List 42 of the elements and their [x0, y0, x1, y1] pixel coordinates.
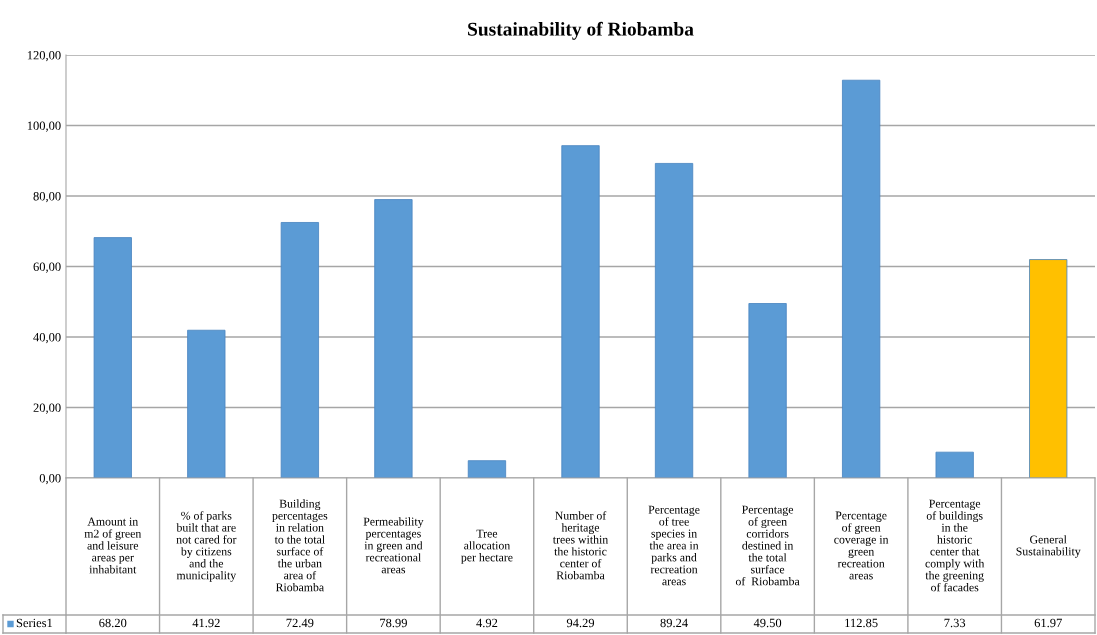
data-label: 89.24 [660, 618, 688, 628]
x-tick-label: Percentage of tree species in the area in parks and recreation areas [648, 505, 700, 586]
x-tick-label: Percentage of green coverage in green recreation areas [834, 511, 889, 580]
data-label: 41.92 [192, 618, 220, 628]
bar [1029, 259, 1068, 478]
bar [654, 163, 694, 478]
data-label: 94.29 [566, 618, 595, 628]
data-label: 49.50 [753, 618, 782, 628]
x-tick-label: Building percentages in relation to the total surface of the urban area of Riobamba [272, 499, 328, 592]
data-label: 68.20 [99, 618, 127, 628]
x-tick-label: Amount in m2 of green and leisure areas per inhabitant [84, 517, 142, 574]
bar [935, 451, 974, 478]
y-tick-label: 0,00 [39, 474, 61, 485]
data-label: 72.49 [286, 618, 314, 628]
legend-label: Series1 [16, 618, 53, 628]
y-tick-label: 120,00 [27, 51, 61, 62]
x-tick-label: General Sustainability [1016, 535, 1081, 558]
y-tick-label: 20,00 [33, 403, 61, 414]
y-tick-label: 60,00 [33, 262, 61, 273]
data-label: 78.99 [380, 618, 407, 628]
bar [561, 145, 600, 478]
x-tick-label: Percentage of buildings in the historic center that comply with the greening of facades [925, 499, 985, 592]
data-label: 61.97 [1034, 618, 1062, 628]
chart-title: Sustainability of Riobamba [468, 21, 694, 40]
data-label: 4.92 [476, 618, 498, 628]
x-tick-label: Number of heritage trees within the historic center of Riobamba [552, 511, 609, 580]
y-tick-label: 80,00 [33, 192, 61, 203]
data-label: 7.33 [944, 618, 966, 628]
x-tick-label: Permeability percentages in green and recreational areas [363, 517, 424, 574]
x-tick-label: Tree allocation per hectare [461, 529, 513, 564]
x-tick-label: % of parks built that are not cared for by citizens and the municipality [176, 511, 237, 582]
bar [842, 79, 881, 478]
y-tick-label: 40,00 [33, 333, 61, 344]
bar [467, 460, 507, 478]
bar [187, 329, 226, 478]
y-tick-label: 100,00 [27, 121, 61, 132]
bar [748, 303, 787, 478]
bar [280, 222, 319, 478]
bar [93, 237, 132, 478]
bar [374, 199, 413, 478]
x-tick-label: Percentage of green corridors destined in the total surface of Riobamba [735, 505, 800, 586]
data-label: 112.85 [845, 618, 878, 628]
